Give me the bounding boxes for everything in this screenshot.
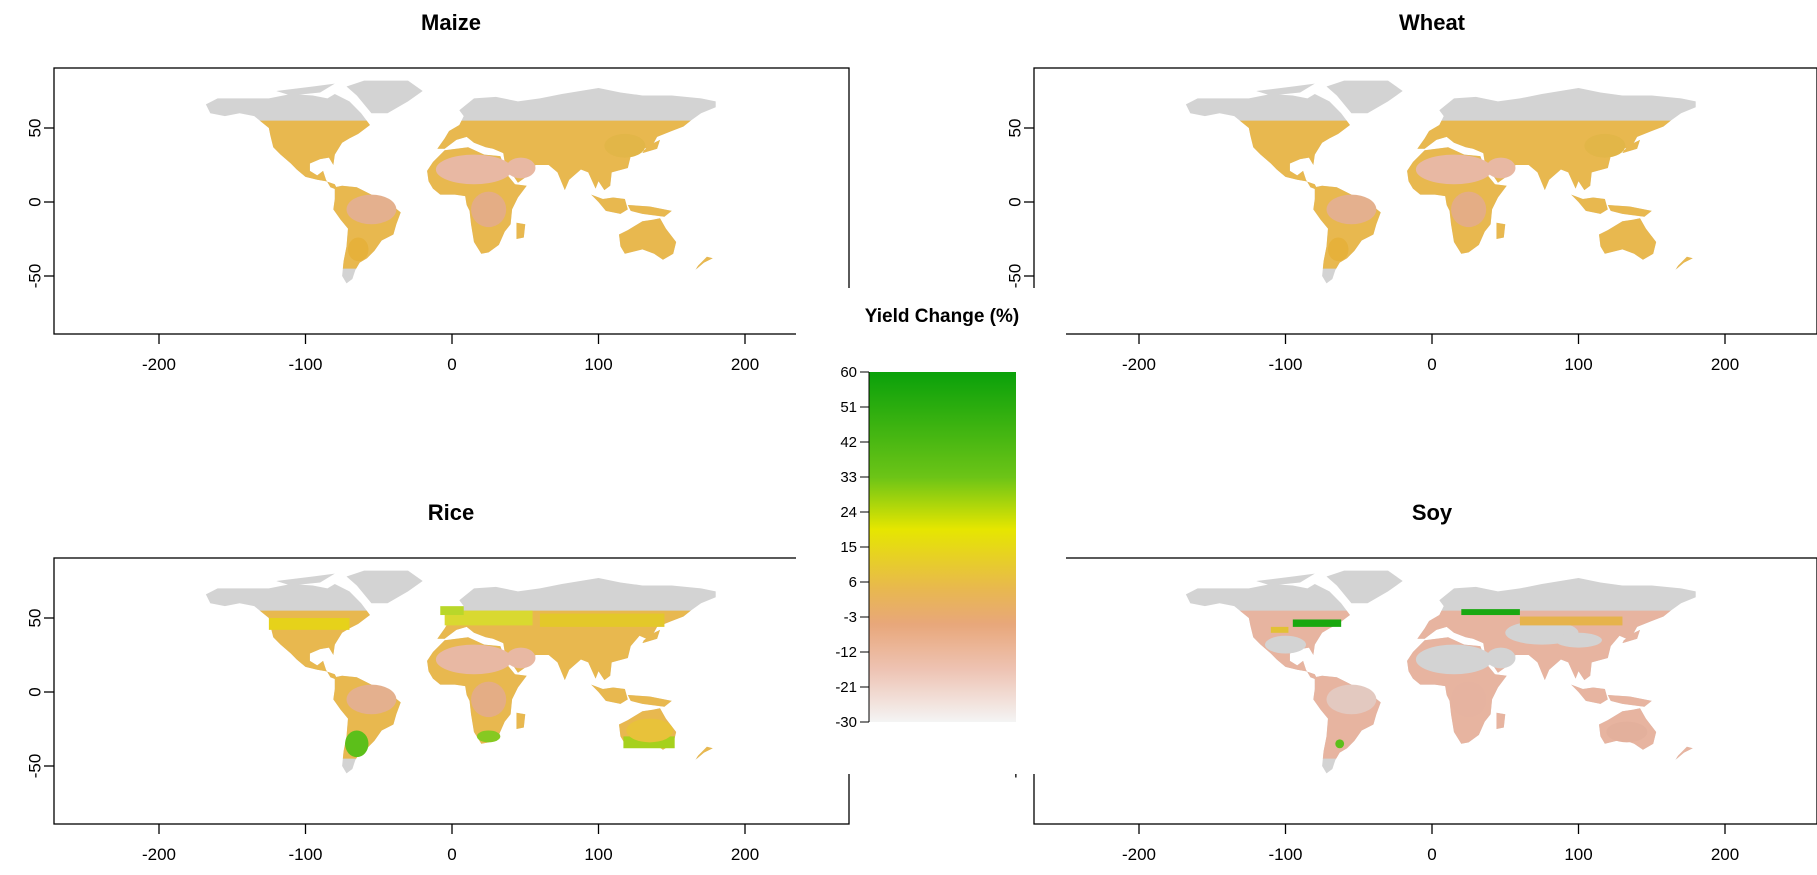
map-panel-wheat: Wheat -200 -100 0 100 200 50 0 -50 [1005, 10, 1817, 374]
x-tick-label: -100 [288, 845, 322, 864]
x-tick-label: 200 [1711, 355, 1739, 374]
x-tick-label: 0 [447, 355, 456, 374]
legend: Yield Change (%) 60 51 42 33 24 15 6 -3 -12 -21 -3… [796, 288, 1066, 774]
legend-tick-label: 6 [849, 574, 857, 591]
legend-tick-label: 60 [840, 364, 857, 381]
y-tick-label: 50 [1005, 119, 1024, 138]
legend-tick-label: -12 [835, 644, 857, 661]
x-tick-label: -200 [1122, 355, 1156, 374]
x-tick-label: -100 [288, 355, 322, 374]
x-tick-label: 100 [584, 355, 612, 374]
x-tick-label: -100 [1268, 355, 1302, 374]
y-tick-label: -50 [25, 264, 44, 289]
legend-tick-label: 33 [840, 469, 857, 486]
x-tick-label: 0 [447, 845, 456, 864]
legend-tick-label: -30 [835, 714, 857, 731]
x-tick-label: 200 [731, 355, 759, 374]
y-tick-label: 50 [25, 119, 44, 138]
x-tick-label: 100 [584, 845, 612, 864]
x-tick-label: 200 [1711, 845, 1739, 864]
y-tick-label: -50 [1005, 264, 1024, 289]
legend-tick-label: 24 [840, 504, 857, 521]
legend-tick-label: -21 [835, 679, 857, 696]
x-tick-label: -200 [142, 355, 176, 374]
plot-frame [1033, 67, 1817, 335]
x-tick-label: 100 [1564, 355, 1592, 374]
x-tick-label: -200 [142, 845, 176, 864]
world-map [1185, 570, 1696, 774]
legend-colorbar [869, 372, 1016, 722]
panel-title-maize: Maize [421, 10, 481, 35]
x-tick-label: -200 [1122, 845, 1156, 864]
x-tick-label: 100 [1564, 845, 1592, 864]
x-tick-label: -100 [1268, 845, 1302, 864]
panel-title-soy: Soy [1412, 500, 1453, 525]
legend-tick-label: -3 [844, 609, 857, 626]
legend-tick-label: 42 [840, 434, 857, 451]
legend-title: Yield Change (%) [865, 306, 1019, 327]
panel-title-rice: Rice [428, 500, 474, 525]
world-map [205, 570, 716, 774]
plot-frame [53, 67, 850, 335]
plot-frame [1033, 557, 1817, 825]
map-panel-rice: Rice -200 -100 0 100 200 50 0 -50 [25, 500, 850, 864]
x-tick-label: 0 [1427, 355, 1436, 374]
x-tick-label: 0 [1427, 845, 1436, 864]
y-tick-label: 0 [25, 687, 44, 696]
world-map [205, 80, 716, 284]
y-tick-label: -50 [25, 754, 44, 779]
legend-tick-label: 15 [840, 539, 857, 556]
y-tick-label: 0 [25, 197, 44, 206]
x-tick-label: 200 [731, 845, 759, 864]
y-tick-label: 50 [25, 609, 44, 628]
panel-title-wheat: Wheat [1399, 10, 1466, 35]
y-tick-label: 0 [1005, 197, 1024, 206]
plot-frame [53, 557, 850, 825]
legend-tick-label: 51 [840, 399, 857, 416]
map-panel-maize: Maize -200 -100 0 100 200 50 0 -50 [25, 10, 850, 374]
world-map [1185, 80, 1696, 284]
